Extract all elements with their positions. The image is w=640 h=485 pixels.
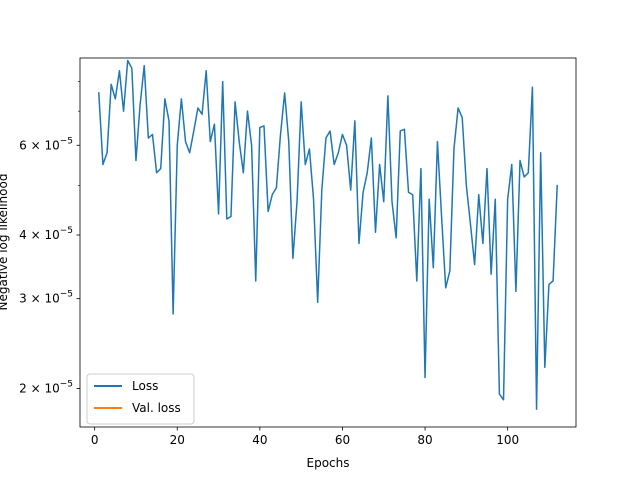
series-layer xyxy=(97,59,558,411)
series-line-loss xyxy=(97,59,558,411)
x-tick-label: 0 xyxy=(91,433,99,447)
legend: Loss Val. loss xyxy=(86,373,195,425)
x-tick-label: 40 xyxy=(252,433,267,447)
y-tick-label: 4 × 10−5 xyxy=(19,226,73,242)
x-tick-label: 100 xyxy=(496,433,519,447)
x-tick-label: 80 xyxy=(417,433,432,447)
x-tick-label: 20 xyxy=(170,433,185,447)
plot-area-frame xyxy=(79,57,577,428)
axes-layer: 0 20 40 60 80 100 2 × 10−5 3 × 10−5 4 × 10−5 6 × … xyxy=(19,57,577,447)
legend-label-val-loss: Val. loss xyxy=(132,401,181,415)
y-tick-label: 6 × 10−5 xyxy=(19,136,73,152)
y-tick-label: 2 × 10−5 xyxy=(19,379,73,395)
y-tick-label: 3 × 10−5 xyxy=(19,290,73,306)
x-tick-label: 60 xyxy=(335,433,350,447)
y-axis-label: Negative log likelihood xyxy=(0,174,10,311)
x-axis-label: Epochs xyxy=(307,456,350,470)
legend-label-loss: Loss xyxy=(132,379,158,393)
